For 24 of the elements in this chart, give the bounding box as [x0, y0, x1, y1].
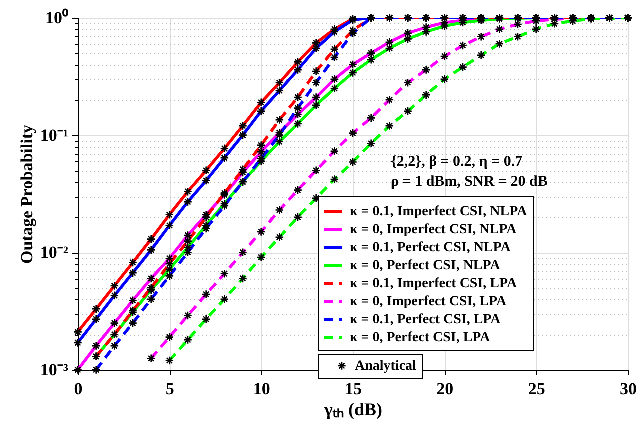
- y-tick-label: 10⁻¹: [40, 126, 68, 145]
- legend-label: κ = 0, Imperfect CSI, NLPA: [350, 222, 518, 238]
- legend-label: Analytical: [355, 359, 417, 374]
- annotation: {2,2}, β = 0.2, η = 0.7: [391, 154, 524, 170]
- x-tick-label: 5: [166, 380, 174, 398]
- x-tick-label: 25: [528, 380, 546, 398]
- x-tick-label: 0: [74, 380, 83, 398]
- x-tick-label: 20: [436, 380, 454, 398]
- x-tick-label: 15: [345, 380, 362, 398]
- legend-label: κ = 0.1, Perfect CSI, NLPA: [350, 240, 512, 256]
- legend-label: κ = 0, Perfect CSI, NLPA: [350, 258, 502, 274]
- y-axis-title: Outage Probability: [17, 124, 36, 264]
- y-tick-label: 10⁰: [46, 8, 68, 28]
- y-tick-label: 10⁻³: [40, 360, 68, 380]
- legend-label: κ = 0, Perfect CSI, LPA: [350, 330, 492, 346]
- legend-label: κ = 0.1, Imperfect CSI, LPA: [350, 276, 518, 292]
- legend-label: κ = 0, Imperfect CSI, LPA: [350, 294, 508, 310]
- legend-label: κ = 0.1, Perfect CSI, LPA: [350, 312, 502, 328]
- x-tick-label: 10: [253, 380, 270, 398]
- legend-label: κ = 0.1, Imperfect CSI, NLPA: [350, 204, 528, 220]
- x-tick-label: 30: [620, 380, 637, 398]
- y-tick-label: 10⁻²: [40, 243, 68, 262]
- x-axis-title: γₜₕ (dB): [324, 400, 382, 420]
- annotation: ρ = 1 dBm, SNR = 20 dB: [391, 174, 548, 190]
